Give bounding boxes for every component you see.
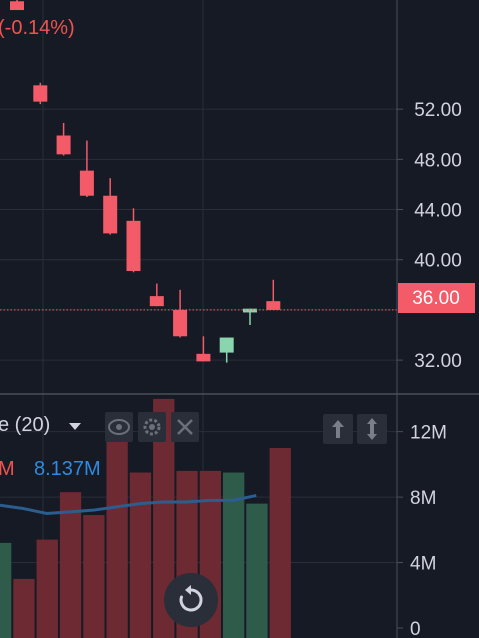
candle-body	[33, 85, 48, 102]
candle-body	[149, 296, 164, 307]
candle-body	[103, 195, 118, 234]
volume-bar	[83, 515, 105, 638]
candle-body	[266, 301, 281, 310]
eye-icon	[108, 419, 130, 435]
candle-body	[56, 135, 71, 155]
volume-bar	[129, 472, 152, 638]
chevron-down-icon[interactable]	[68, 422, 82, 432]
volume-bar	[0, 542, 12, 638]
replay-icon	[179, 585, 203, 612]
candle-body	[219, 337, 234, 353]
price-axis[interactable]: 52.00 48.00 44.00 40.00 32.00	[397, 100, 462, 372]
volume-bar	[269, 448, 291, 638]
volume-ma-line	[0, 493, 257, 515]
resize-vertical-icon	[367, 418, 377, 440]
volume-bar	[153, 398, 175, 638]
volume-ma-value: 8.137M	[34, 458, 101, 480]
replay-button[interactable]	[164, 573, 218, 627]
last-price-value: 36.00	[412, 288, 460, 309]
chart-grid	[0, 0, 397, 638]
price-axis-label: 44.00	[414, 201, 462, 222]
gear-icon	[143, 418, 161, 436]
move-up-button[interactable]	[323, 414, 353, 444]
last-price-label: 36.00	[398, 283, 475, 313]
resize-pane-button[interactable]	[357, 414, 387, 444]
close-icon	[177, 419, 193, 435]
candle-body	[173, 309, 188, 337]
volume-axis-label: 4M	[410, 554, 436, 575]
price-axis-label: 40.00	[414, 251, 462, 272]
price-axis-label: 32.00	[414, 351, 462, 372]
candle-body	[196, 353, 211, 362]
volume-bar	[36, 539, 58, 638]
volume-bar	[59, 492, 82, 638]
volume-bar	[106, 439, 128, 638]
remove-button[interactable]	[171, 412, 199, 442]
candle-body	[10, 1, 24, 11]
price-axis-label: 48.00	[414, 150, 462, 171]
volume-bar	[246, 503, 268, 638]
candle-body	[243, 308, 257, 313]
volume-axis[interactable]: 12M 8M 4M 0	[397, 423, 447, 638]
volume-bar	[223, 472, 245, 638]
eye-button[interactable]	[105, 412, 133, 442]
volume-bar	[13, 578, 35, 638]
settings-button[interactable]	[138, 412, 166, 442]
volume-study-label[interactable]: e (20)	[0, 414, 51, 436]
volume-axis-label: 12M	[410, 423, 447, 444]
candle-body	[79, 170, 94, 196]
arrow-up-icon	[332, 420, 344, 438]
price-axis-label: 52.00	[414, 100, 462, 121]
candle-body	[126, 220, 141, 272]
price-change-percent: (-0.14%)	[0, 17, 75, 39]
volume-ma-path	[0, 493, 257, 515]
candlesticks	[10, 0, 281, 363]
volume-value: M	[0, 458, 15, 480]
volume-axis-label: 0	[410, 619, 421, 638]
volume-axis-label: 8M	[410, 488, 436, 509]
